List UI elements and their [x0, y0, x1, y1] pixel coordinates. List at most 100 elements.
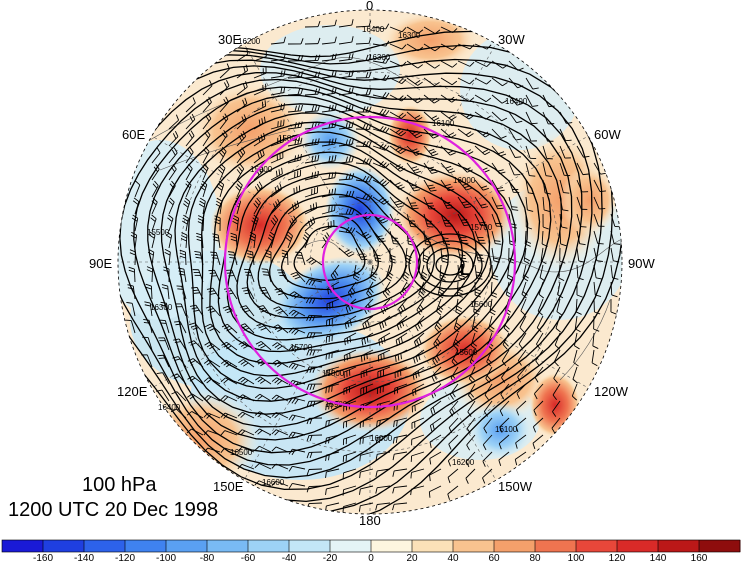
wind-barb — [202, 96, 212, 113]
wind-barb — [218, 163, 226, 181]
contour-label: 16200 — [452, 458, 475, 467]
wind-barb — [483, 400, 493, 417]
wind-barb — [287, 185, 301, 198]
wind-barb — [474, 264, 483, 280]
wind-barb — [491, 213, 503, 227]
wind-barb — [359, 434, 374, 445]
meridian-line — [151, 135, 371, 263]
contour-label: 15600 — [455, 348, 478, 357]
contour-labels: 16400 16300 16300 16400 16200 16100 16000 15900… — [147, 25, 528, 487]
wind-barb — [241, 287, 255, 300]
wind-barb — [129, 249, 136, 266]
wind-barb — [474, 230, 486, 244]
colorbar: -160 -140 -120 -100 -80 -60 -40 -20 0 20 40 60 80 100… — [1, 539, 741, 561]
wind-barb — [287, 200, 300, 215]
wind-barb — [165, 231, 173, 249]
wind-barb — [576, 213, 587, 228]
contour-label: 16400 — [362, 25, 385, 34]
wind-barb — [305, 278, 323, 286]
wind-barb — [542, 111, 555, 125]
wind-barb — [534, 366, 544, 383]
wind-barb — [593, 196, 606, 210]
meridian-line — [243, 261, 371, 481]
wind-barb — [131, 214, 139, 232]
wind-barb — [177, 267, 187, 283]
wind-barb — [302, 231, 311, 249]
contour-label: 15700 — [290, 343, 313, 352]
wind-barb — [490, 281, 498, 298]
wind-barb — [537, 298, 544, 316]
wind-barb — [508, 145, 522, 158]
colorbar-tick-label: 140 — [650, 553, 667, 561]
wind-barb — [366, 281, 374, 299]
wind-barb — [539, 264, 546, 282]
wind-barb — [125, 319, 136, 334]
wind-barb — [491, 111, 508, 122]
wind-barb — [330, 264, 340, 281]
wind-barb — [457, 128, 474, 138]
wind-barb — [503, 315, 510, 333]
wind-barb — [411, 434, 425, 446]
wind-barb — [325, 485, 340, 495]
wind-barb — [254, 411, 272, 419]
wind-barb — [468, 383, 476, 401]
colorbar-swatch — [535, 540, 577, 552]
colorbar-swatch — [330, 540, 372, 552]
wind-barb — [325, 434, 340, 445]
wind-barb — [272, 342, 289, 351]
wind-barb — [170, 408, 187, 419]
wind-barb — [474, 196, 489, 209]
lon-label-90e: 90E — [89, 256, 112, 271]
contour-label: 15500 — [147, 228, 170, 237]
wind-barb — [518, 332, 527, 350]
wind-barb — [203, 359, 221, 368]
inner-circle — [321, 213, 419, 311]
wind-barb — [498, 451, 510, 466]
wind-barb — [457, 94, 475, 102]
wind-barb — [271, 394, 289, 402]
wind-barb — [321, 204, 336, 215]
wind-barb — [360, 366, 374, 379]
wind-barb — [360, 349, 374, 362]
wind-barb — [439, 264, 447, 281]
wind-barb — [221, 341, 238, 351]
wind-barb — [455, 298, 463, 316]
wind-barb — [127, 284, 136, 300]
wind-barb — [321, 70, 337, 79]
wind-barb — [457, 213, 470, 227]
wind-barb — [202, 146, 210, 164]
height-contour — [119, 78, 563, 454]
wind-barb — [156, 372, 170, 385]
colorbar-swatch — [166, 540, 208, 552]
height-contour — [201, 131, 491, 377]
wind-barb — [288, 309, 306, 318]
wind-barb — [372, 247, 382, 263]
wind-barb — [287, 88, 304, 96]
wind-barb — [573, 349, 579, 367]
wind-barb — [344, 315, 357, 330]
wind-barb — [321, 171, 337, 181]
wind-barb — [423, 213, 434, 228]
wind-barb — [440, 60, 458, 68]
wind-barb — [306, 434, 323, 442]
meridian-line — [369, 261, 497, 481]
wind-barb — [141, 354, 153, 368]
wind-barb — [271, 411, 289, 419]
wind-barb — [219, 63, 230, 79]
wind-barb — [353, 264, 360, 282]
contour-label: 16100 — [495, 425, 518, 434]
wind-barb — [321, 138, 337, 147]
wind-barb — [434, 315, 442, 333]
wind-barb — [474, 111, 491, 120]
wind-barb — [304, 138, 320, 147]
wind-barb — [396, 315, 408, 331]
contour-label: 16100 — [432, 119, 455, 128]
colorbar-tick-label: 20 — [406, 553, 418, 561]
wind-barb — [457, 230, 469, 244]
wind-barb — [142, 336, 153, 351]
wind-barb — [576, 145, 590, 158]
wind-barb — [362, 315, 374, 330]
wind-barb — [355, 71, 372, 79]
wind-barb — [448, 417, 459, 434]
contour-label: 16300 — [368, 53, 391, 62]
